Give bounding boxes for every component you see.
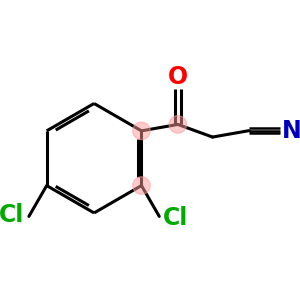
Circle shape <box>133 122 150 140</box>
Text: N: N <box>282 119 300 143</box>
Circle shape <box>169 116 187 133</box>
Text: Cl: Cl <box>162 206 188 230</box>
Circle shape <box>133 177 150 194</box>
Text: O: O <box>168 65 188 89</box>
Text: Cl: Cl <box>0 203 25 227</box>
